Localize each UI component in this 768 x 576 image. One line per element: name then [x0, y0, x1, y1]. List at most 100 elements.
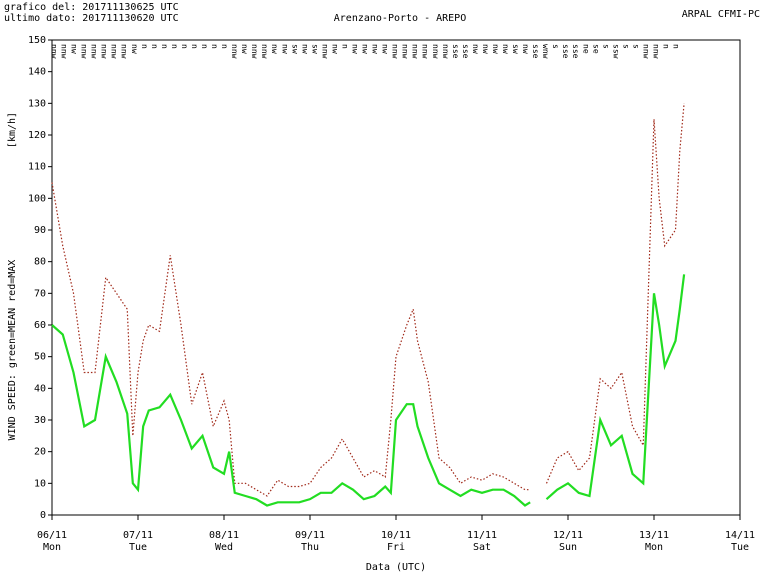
wind-direction: nw	[501, 44, 510, 54]
wind-direction: nnw	[230, 44, 239, 59]
wind-direction: nnw	[90, 44, 99, 59]
y-tick-label: 150	[28, 35, 46, 46]
wind-direction: nnw	[411, 44, 420, 59]
wind-direction: nw	[330, 44, 339, 54]
wind-direction: wnw	[541, 44, 550, 59]
x-weekday-label: Sun	[559, 542, 577, 553]
x-tick-label: 11/11	[467, 530, 497, 541]
wind-direction: n	[662, 44, 671, 49]
y-axis-label: WIND SPEED: green=MEAN red=MAX	[7, 260, 18, 441]
y-tick-label: 0	[40, 510, 46, 521]
wind-direction: nw	[130, 44, 139, 54]
x-weekday-label: Tue	[129, 542, 147, 553]
wind-direction: nnw	[250, 44, 259, 59]
wind-direction: sse	[451, 44, 460, 59]
wind-direction: nnw	[652, 44, 661, 59]
wind-direction: nnw	[100, 44, 109, 59]
x-tick-label: 14/11	[725, 530, 755, 541]
wind-direction: sw	[310, 44, 319, 54]
wind-direction: nnw	[431, 44, 440, 59]
y-tick-label: 30	[34, 415, 46, 426]
y-tick-label: 40	[34, 383, 46, 394]
x-tick-label: 09/11	[295, 530, 325, 541]
wind-direction: n	[150, 44, 159, 49]
wind-direction: nw	[70, 44, 79, 54]
wind-direction: sse	[561, 44, 570, 59]
wind-direction: nw	[371, 44, 380, 54]
wind-direction: s	[631, 44, 640, 49]
wind-direction: nw	[491, 44, 500, 54]
x-axis-label: Data (UTC)	[366, 562, 426, 573]
wind-direction: n	[190, 44, 199, 49]
header-left: grafico del: 201711130625 UTC	[4, 2, 179, 13]
wind-direction: nnw	[120, 44, 129, 59]
wind-direction: n	[140, 44, 149, 49]
x-weekday-label: Mon	[645, 542, 663, 553]
y-tick-label: 110	[28, 162, 46, 173]
wind-direction: s	[601, 44, 610, 49]
wind-direction: n	[160, 44, 169, 49]
wind-direction: n	[672, 44, 681, 49]
wind-direction: nnw	[50, 44, 59, 59]
wind-direction: nw	[270, 44, 279, 54]
y-tick-label: 100	[28, 193, 46, 204]
wind-direction: nw	[381, 44, 390, 54]
wind-direction: nnw	[110, 44, 119, 59]
wind-direction: ne	[581, 44, 590, 54]
wind-direction: nnw	[441, 44, 450, 59]
wind-direction: n	[210, 44, 219, 49]
x-weekday-label: Wed	[215, 542, 233, 553]
wind-direction: nw	[280, 44, 289, 54]
header-right: ARPAL CFMI-PC	[682, 9, 760, 20]
x-weekday-label: Mon	[43, 542, 61, 553]
wind-direction: n	[170, 44, 179, 49]
series-line	[51, 274, 686, 507]
x-tick-label: 08/11	[209, 530, 239, 541]
wind-direction: nnw	[260, 44, 269, 59]
chart-title: Arenzano-Porto - AREPO	[334, 13, 466, 24]
wind-direction: s	[621, 44, 630, 49]
wind-direction: sse	[531, 44, 540, 59]
wind-direction: nw	[240, 44, 249, 54]
y-tick-label: 10	[34, 478, 46, 489]
wind-direction: nnw	[421, 44, 430, 59]
wind-direction: nw	[351, 44, 360, 54]
y-unit: [km/h]	[7, 112, 18, 148]
y-tick-label: 50	[34, 352, 46, 363]
wind-direction: sse	[571, 44, 580, 59]
y-tick-label: 130	[28, 98, 46, 109]
y-tick-label: 60	[34, 320, 46, 331]
wind-direction: s	[551, 44, 560, 49]
wind-direction: nnw	[641, 44, 650, 59]
y-tick-label: 20	[34, 447, 46, 458]
series-line	[51, 103, 685, 497]
x-tick-label: 10/11	[381, 530, 411, 541]
y-tick-label: 120	[28, 130, 46, 141]
wind-direction: nnw	[401, 44, 410, 59]
wind-direction: sse	[461, 44, 470, 59]
x-tick-label: 07/11	[123, 530, 153, 541]
wind-direction: sw	[290, 44, 299, 54]
x-tick-label: 12/11	[553, 530, 583, 541]
x-tick-label: 06/11	[37, 530, 67, 541]
wind-direction: nnw	[391, 44, 400, 59]
y-tick-label: 140	[28, 67, 46, 78]
x-weekday-label: Fri	[387, 542, 405, 553]
wind-direction: n	[220, 44, 229, 49]
x-weekday-label: Thu	[301, 542, 319, 553]
y-tick-label: 90	[34, 225, 46, 236]
wind-direction: nw	[361, 44, 370, 54]
wind-direction: nw	[521, 44, 530, 54]
wind-direction: nw	[300, 44, 309, 54]
x-weekday-label: Tue	[731, 542, 749, 553]
wind-direction: sw	[511, 44, 520, 54]
y-tick-label: 70	[34, 288, 46, 299]
x-tick-label: 13/11	[639, 530, 669, 541]
wind-direction: se	[591, 44, 600, 54]
wind-direction: n	[200, 44, 209, 49]
plot-frame	[51, 39, 741, 516]
wind-direction: nnw	[80, 44, 89, 59]
wind-direction: nnw	[320, 44, 329, 59]
